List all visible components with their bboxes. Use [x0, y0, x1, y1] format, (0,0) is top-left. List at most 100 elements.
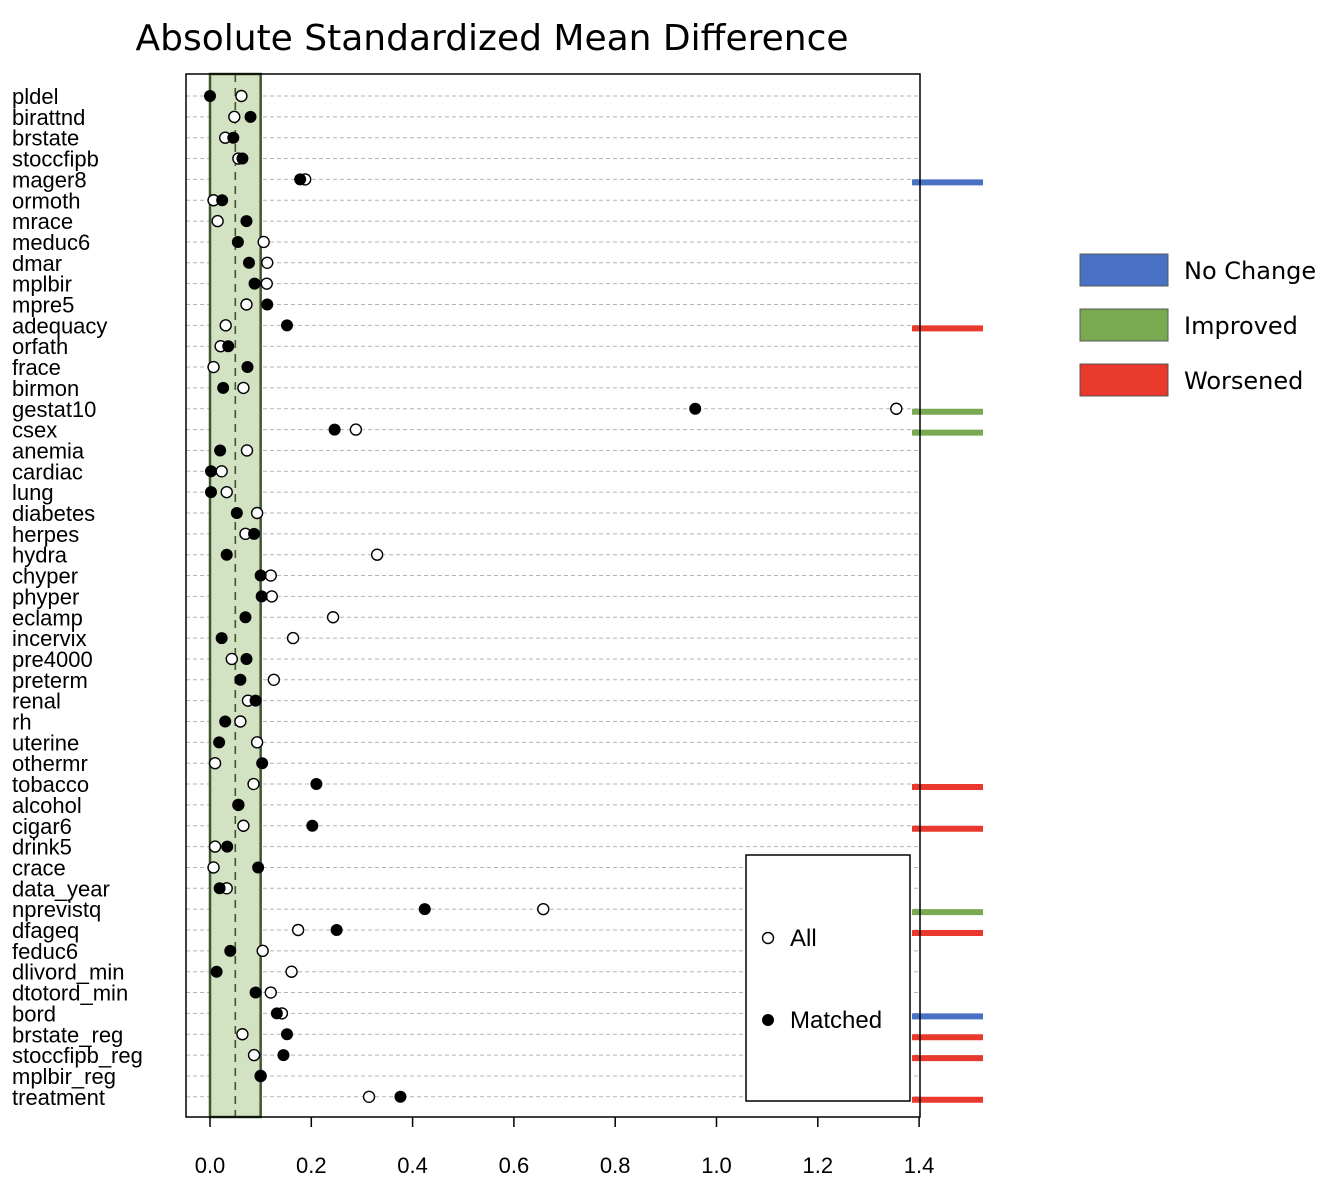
point-matched — [214, 444, 227, 457]
point-all — [207, 360, 220, 374]
point-legend-label: All — [790, 925, 817, 952]
point-matched — [248, 277, 261, 290]
legend-label: Improved — [1184, 312, 1298, 340]
point-legend-label: Matched — [790, 1007, 882, 1034]
legend-swatch — [1079, 363, 1169, 397]
x-tick-label: 0.2 — [296, 1153, 327, 1178]
legend-swatch — [1079, 253, 1169, 287]
x-tick-label: 1.0 — [701, 1153, 732, 1178]
variable-label: uterine — [12, 730, 79, 755]
point-legend: All Matched — [745, 854, 911, 1102]
point-matched — [205, 465, 218, 478]
legend-swatch — [1079, 308, 1169, 342]
point-matched — [220, 548, 233, 561]
point-matched — [280, 319, 293, 332]
variable-label: orfath — [12, 334, 68, 359]
point-matched — [230, 507, 243, 519]
point-all — [228, 110, 241, 124]
legend-marker-filled — [762, 1014, 774, 1026]
point-matched — [243, 256, 256, 269]
point-all — [247, 1048, 261, 1062]
variable-label: crace — [12, 855, 66, 880]
point-matched — [216, 194, 229, 207]
variable-label: alcohol — [12, 793, 82, 818]
variable-label: drink5 — [12, 835, 72, 860]
point-matched — [306, 819, 319, 832]
point-all — [257, 235, 270, 249]
threshold-band — [208, 72, 262, 1119]
point-all — [326, 611, 340, 624]
point-matched — [236, 152, 249, 165]
legend-label: No Change — [1184, 257, 1316, 285]
point-all — [264, 569, 277, 582]
variable-label: data_year — [12, 876, 110, 901]
point-matched — [294, 173, 307, 186]
point-matched — [252, 861, 265, 874]
variable-label: stoccfipb_reg — [12, 1043, 143, 1068]
point-all — [250, 506, 264, 520]
point-matched — [217, 381, 230, 394]
variable-label: feduc6 — [12, 939, 78, 964]
variable-label: dlivord_min — [12, 960, 125, 985]
variable-label: meduc6 — [12, 230, 90, 255]
point-all — [237, 381, 250, 395]
point-all — [234, 715, 247, 728]
variable-label: rh — [12, 710, 32, 735]
variable-label: csex — [12, 418, 57, 443]
point-matched — [219, 715, 232, 728]
variable-label: diabetes — [12, 501, 95, 526]
variable-label: pre4000 — [12, 647, 93, 672]
variable-label: cardiac — [12, 459, 83, 484]
variable-labels: pldelbirattndbrstatestoccfipbmager8ormot… — [12, 84, 143, 1110]
legend-label: Worsened — [1184, 367, 1303, 395]
point-all — [207, 861, 220, 874]
point-all — [267, 673, 281, 686]
point-matched — [241, 361, 254, 374]
point-matched — [328, 423, 341, 436]
point-all — [215, 465, 228, 478]
variable-label: dmar — [12, 251, 62, 276]
point-all — [240, 444, 254, 457]
point-matched — [394, 1090, 407, 1103]
variable-label: ormoth — [12, 188, 80, 213]
point-matched — [280, 1028, 293, 1041]
variable-label: birattnd — [12, 105, 85, 130]
variable-label: pldel — [12, 84, 58, 109]
point-matched — [231, 235, 244, 248]
variable-label: frace — [12, 355, 61, 380]
variable-label: othermr — [12, 751, 88, 776]
variable-label: brstate — [12, 126, 79, 151]
point-all — [219, 319, 232, 332]
point-matched — [310, 778, 323, 791]
point-matched — [240, 652, 253, 665]
status-markers — [912, 179, 983, 1103]
point-all — [265, 590, 278, 603]
point-matched — [249, 694, 262, 707]
variable-label: adequacy — [12, 313, 107, 338]
point-all — [260, 277, 273, 290]
point-matched — [234, 673, 247, 686]
point-matched — [213, 882, 226, 895]
point-all — [208, 757, 222, 770]
point-matched — [222, 340, 235, 353]
point-matched — [205, 486, 218, 499]
variable-label: preterm — [12, 668, 88, 693]
x-tick-label: 1.2 — [803, 1153, 834, 1178]
point-matched — [418, 903, 431, 916]
point-legend-box — [745, 854, 911, 1102]
x-tick-label: 0.6 — [499, 1153, 530, 1178]
point-all — [211, 214, 224, 228]
point-all — [537, 902, 550, 916]
point-all — [291, 923, 305, 937]
point-all — [208, 840, 222, 853]
point-all — [890, 402, 903, 415]
point-all — [225, 652, 238, 666]
point-matched — [210, 965, 223, 978]
plot-frame — [185, 73, 921, 1118]
point-matched — [330, 924, 343, 936]
point-all — [370, 548, 384, 561]
point-matched — [244, 110, 257, 123]
point-matched — [239, 611, 252, 624]
point-matched — [215, 632, 228, 645]
